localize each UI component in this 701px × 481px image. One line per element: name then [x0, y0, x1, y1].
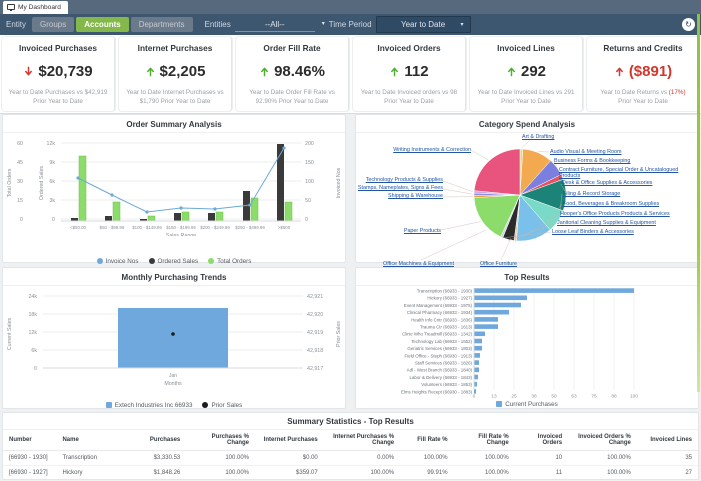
svg-text:13: 13 — [491, 394, 497, 400]
svg-text:42,920: 42,920 — [307, 312, 323, 318]
svg-text:24k: 24k — [28, 294, 37, 300]
svg-text:Volunteers (66933 - 1853): Volunteers (66933 - 1853) — [421, 382, 472, 387]
svg-text:12k: 12k — [46, 141, 55, 147]
svg-text:Trauma Ctr (66933 - 1613): Trauma Ctr (66933 - 1613) — [420, 325, 473, 330]
svg-text:50: 50 — [305, 198, 311, 204]
svg-text:88: 88 — [611, 394, 617, 400]
svg-text:Technology Lab (66933 - 1652): Technology Lab (66933 - 1652) — [411, 339, 472, 344]
svg-text:25: 25 — [511, 394, 517, 400]
svg-text:42,917: 42,917 — [307, 366, 323, 372]
svg-text:50: 50 — [551, 394, 557, 400]
svg-text:Labor & Delivery (66933 - 1843: Labor & Delivery (66933 - 1843) — [410, 375, 473, 380]
svg-text:0: 0 — [34, 366, 37, 372]
svg-text:>$500: >$500 — [278, 225, 291, 230]
svg-text:Current Sales: Current Sales — [7, 317, 13, 350]
svg-text:Hickory (66933 - 1927): Hickory (66933 - 1927) — [427, 296, 472, 301]
svg-text:100: 100 — [305, 179, 314, 185]
svg-text:200: 200 — [305, 141, 314, 147]
svg-text:Adl - West Branch (66933 - 184: Adl - West Branch (66933 - 1840) — [407, 368, 473, 373]
svg-text:Sales Range: Sales Range — [166, 233, 196, 236]
svg-text:Staff Services (66933 - 1826): Staff Services (66933 - 1826) — [415, 361, 473, 366]
svg-text:6k: 6k — [49, 179, 55, 185]
svg-text:150: 150 — [305, 160, 314, 166]
svg-text:0: 0 — [52, 217, 55, 223]
svg-text:Health Info Cntr (66933 - 1836: Health Info Cntr (66933 - 1836) — [411, 317, 472, 322]
svg-text:$200 - $249.99: $200 - $249.99 — [200, 225, 230, 230]
svg-text:Invoiced Nos: Invoiced Nos — [336, 167, 342, 198]
svg-text:$50 - $99.99: $50 - $99.99 — [100, 225, 125, 230]
svg-text:0: 0 — [305, 217, 308, 223]
svg-text:Event Management (66933 - 1975: Event Management (66933 - 1975) — [404, 303, 473, 308]
svg-text:9k: 9k — [49, 160, 55, 166]
svg-text:38: 38 — [531, 394, 537, 400]
svg-text:0: 0 — [20, 217, 23, 223]
svg-text:Ordered Sales: Ordered Sales — [39, 166, 45, 201]
svg-text:75: 75 — [591, 394, 597, 400]
svg-text:63: 63 — [571, 394, 577, 400]
svg-text:Transcription (66933 - 1930): Transcription (66933 - 1930) — [417, 289, 473, 294]
svg-text:12k: 12k — [28, 330, 37, 336]
svg-text:Field Office - Steph (66930 -: Field Office - Steph (66930 - 1913) — [404, 353, 472, 358]
svg-text:3k: 3k — [49, 198, 55, 204]
svg-text:Jan: Jan — [169, 373, 177, 379]
svg-text:Total Orders: Total Orders — [7, 168, 13, 197]
svg-text:100: 100 — [630, 394, 638, 400]
svg-text:30: 30 — [17, 179, 23, 185]
svg-text:Clinic Who Treadmill (66933 -: Clinic Who Treadmill (66933 - 1342) — [402, 332, 473, 337]
svg-text:Clinical Pharmacy (66933 - 193: Clinical Pharmacy (66933 - 1934) — [407, 310, 473, 315]
svg-text:42,919: 42,919 — [307, 330, 323, 336]
svg-text:Prior Sales: Prior Sales — [336, 321, 342, 347]
svg-text:60: 60 — [17, 141, 23, 147]
svg-text:18k: 18k — [28, 312, 37, 318]
svg-text:15: 15 — [17, 198, 23, 204]
svg-text:$250 - $499.99: $250 - $499.99 — [235, 225, 265, 230]
svg-text:42,921: 42,921 — [307, 294, 323, 300]
svg-text:$150 - $199.99: $150 - $199.99 — [166, 225, 196, 230]
svg-text:0: 0 — [473, 394, 476, 400]
svg-text:42,918: 42,918 — [307, 348, 323, 354]
svg-text:$100 - $149.99: $100 - $149.99 — [132, 225, 162, 230]
svg-text:Geriatric Services (66933 - 18: Geriatric Services (66933 - 1803) — [407, 346, 472, 351]
svg-text:45: 45 — [17, 160, 23, 166]
svg-text:Elms Heights Recept (66930 - 1: Elms Heights Recept (66930 - 1883) — [401, 389, 473, 394]
svg-text:<$50.00: <$50.00 — [70, 225, 87, 230]
svg-text:Months: Months — [164, 381, 182, 387]
svg-text:6k: 6k — [31, 348, 37, 354]
